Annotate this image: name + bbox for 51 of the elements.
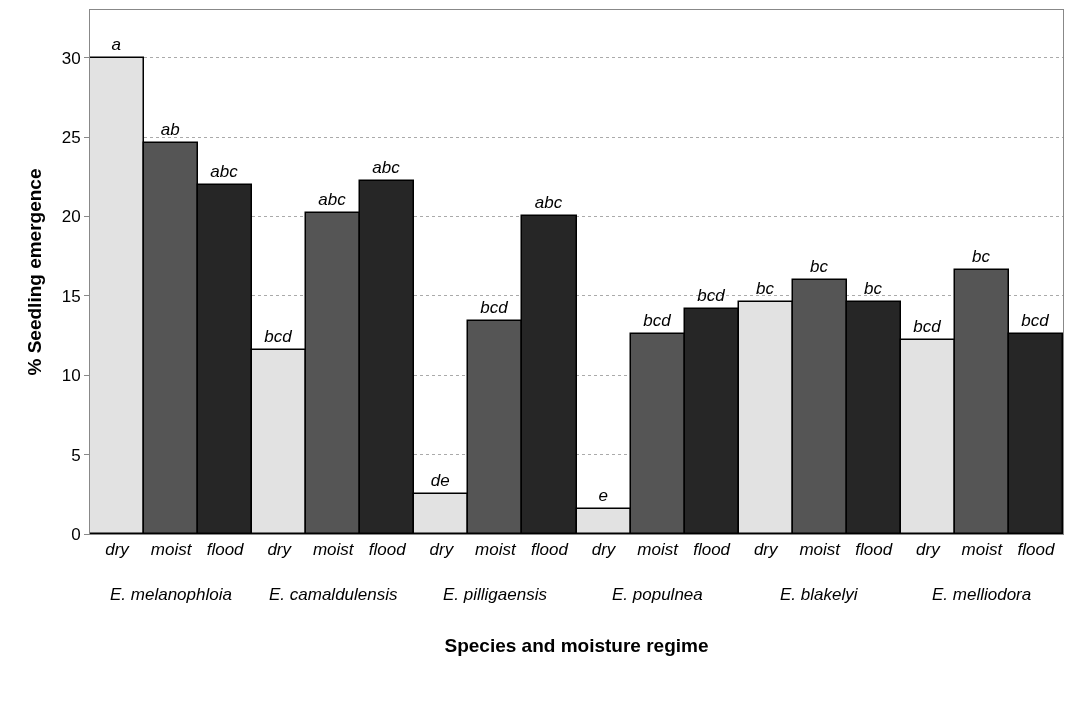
x-tick-label: dry xyxy=(267,540,293,560)
x-tick-label: moist xyxy=(799,540,842,560)
y-tick-label: 20 xyxy=(61,207,81,227)
y-tick-label: 25 xyxy=(61,127,81,147)
data-label: a xyxy=(111,35,121,55)
y-tick-label: 30 xyxy=(61,48,81,68)
text: E. blakelyi xyxy=(780,585,859,604)
text: E. populnea xyxy=(612,585,703,604)
x-tick-label: dry xyxy=(753,540,779,560)
x-tick-label: dry xyxy=(916,540,942,560)
x-tick-label: flood xyxy=(693,540,731,560)
data-label: e xyxy=(598,486,608,506)
text: E. melanophloia xyxy=(110,585,232,604)
data-label: de xyxy=(430,471,450,491)
x-tick-label: flood xyxy=(206,540,245,560)
data-label: abc xyxy=(372,158,401,178)
x-tick-label: moist xyxy=(475,540,517,560)
x-tick-label: dry xyxy=(591,540,617,560)
y-tick-label: 5 xyxy=(71,445,81,465)
x-tick-label: dry xyxy=(105,540,131,560)
data-label: bcd xyxy=(264,327,293,347)
x-tick-label: flood xyxy=(368,540,407,560)
data-label: bc xyxy=(972,247,991,267)
data-label: bc xyxy=(810,257,829,277)
data-label: bc xyxy=(756,279,775,299)
text: E. pilligaensis xyxy=(443,585,548,604)
x-axis-title: Species and moisture regime xyxy=(444,635,709,657)
x-tick-label: dry xyxy=(429,540,455,560)
data-label: bcd xyxy=(1021,311,1050,331)
x-tick-label: flood xyxy=(531,540,569,560)
y-tick-label: 0 xyxy=(71,524,81,544)
text: E. melliodora xyxy=(932,585,1032,604)
x-tick-label: moist xyxy=(637,540,680,560)
data-label: abc xyxy=(210,162,239,182)
x-tick-label: moist xyxy=(312,540,355,560)
x-tick-label: moist xyxy=(961,540,1004,560)
x-tick-label: moist xyxy=(150,540,193,560)
data-label: ab xyxy=(160,120,180,140)
x-tick-label: flood xyxy=(1017,540,1055,560)
y-tick-label: 15 xyxy=(61,286,81,306)
x-tick-label: flood xyxy=(855,540,893,560)
data-label: bc xyxy=(864,279,883,299)
y-tick-label: 10 xyxy=(61,366,81,386)
y-axis-title: % Seedling emergence xyxy=(23,168,45,376)
data-label: bcd xyxy=(913,317,942,337)
text: E. camaldulensis xyxy=(269,585,398,604)
data-label: abc xyxy=(534,193,563,213)
data-label: bcd xyxy=(697,286,726,306)
data-label: bcd xyxy=(643,311,672,331)
data-label: abc xyxy=(318,190,347,210)
data-label: bcd xyxy=(480,298,509,318)
